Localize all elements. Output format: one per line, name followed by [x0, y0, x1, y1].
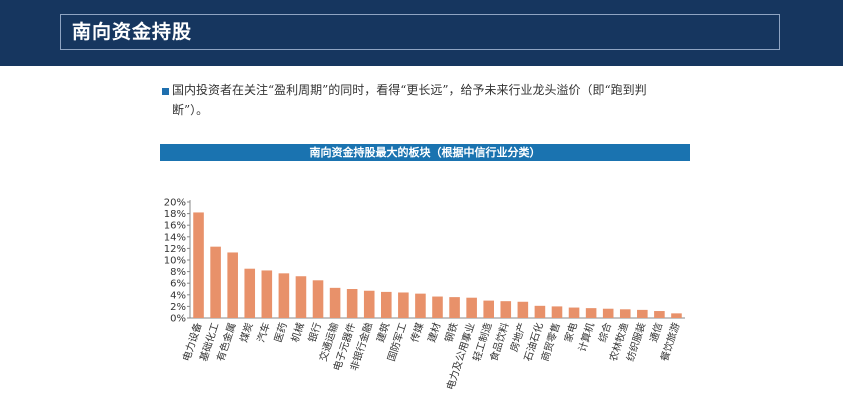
chart-title: 南向资金持股最大的板块（根据中信行业分类）: [309, 146, 541, 159]
bar: [278, 273, 290, 318]
y-tick-label: 10%: [164, 256, 186, 267]
x-tick-label: 医药: [272, 321, 290, 344]
x-tick-label: 传媒: [409, 321, 427, 344]
y-tick-label: 0%: [170, 314, 186, 325]
bar: [244, 268, 256, 318]
bar: [398, 292, 409, 318]
bar: [466, 297, 477, 318]
x-tick-label: 综合: [595, 321, 614, 344]
x-tick-label: 机械: [288, 321, 307, 344]
x-tick-label: 煤炭: [237, 321, 256, 344]
x-tick-label: 建材: [425, 321, 444, 344]
y-tick-label: 14%: [164, 232, 186, 243]
bar: [449, 297, 460, 318]
bullet-square-icon: [162, 88, 169, 95]
bar: [381, 291, 392, 318]
x-tick-label: 建筑: [374, 321, 393, 344]
bar: [654, 311, 665, 318]
bar: [671, 313, 682, 318]
bar: [346, 289, 358, 318]
bar: [500, 301, 512, 318]
y-tick-label: 16%: [164, 221, 186, 232]
bar: [517, 301, 529, 318]
bar: [210, 246, 221, 318]
bar: [585, 308, 597, 318]
bar: [227, 252, 238, 318]
bar: [483, 300, 494, 318]
bar: [619, 309, 631, 318]
bar: [637, 309, 648, 318]
bar: [568, 307, 580, 318]
bullet-text: 国内投资者在关注“盈利周期”的同时，看得“更长远”，给予未来行业龙头溢价（即“跑…: [172, 83, 647, 117]
y-tick-label: 12%: [164, 244, 186, 255]
bar: [295, 276, 307, 318]
bar: [363, 290, 375, 318]
y-tick-label: 2%: [170, 302, 186, 313]
y-tick-label: 18%: [164, 209, 186, 220]
y-tick-label: 6%: [170, 279, 186, 290]
bar: [534, 305, 546, 318]
y-tick-label: 4%: [170, 290, 186, 301]
x-tick-label: 银行: [305, 321, 324, 344]
x-tick-label: 家电: [561, 321, 580, 344]
bar: [261, 270, 273, 318]
x-tick-label: 汽车: [254, 321, 273, 344]
y-tick-label: 20%: [164, 198, 186, 209]
chart-title-bar: [160, 144, 690, 161]
bar: [193, 212, 204, 318]
y-tick-label: 8%: [170, 267, 186, 278]
bar: [432, 296, 443, 318]
bar: [602, 308, 614, 318]
bar: [312, 280, 324, 318]
header-frame: [60, 14, 780, 50]
x-tick-label: 钢铁: [442, 321, 461, 344]
bar: [415, 293, 426, 318]
header-bar: [0, 0, 843, 66]
page-title: 南向资金持股: [72, 21, 193, 43]
x-tick-label: 通信: [648, 321, 666, 344]
bar: [551, 306, 563, 318]
bar: [329, 287, 341, 318]
